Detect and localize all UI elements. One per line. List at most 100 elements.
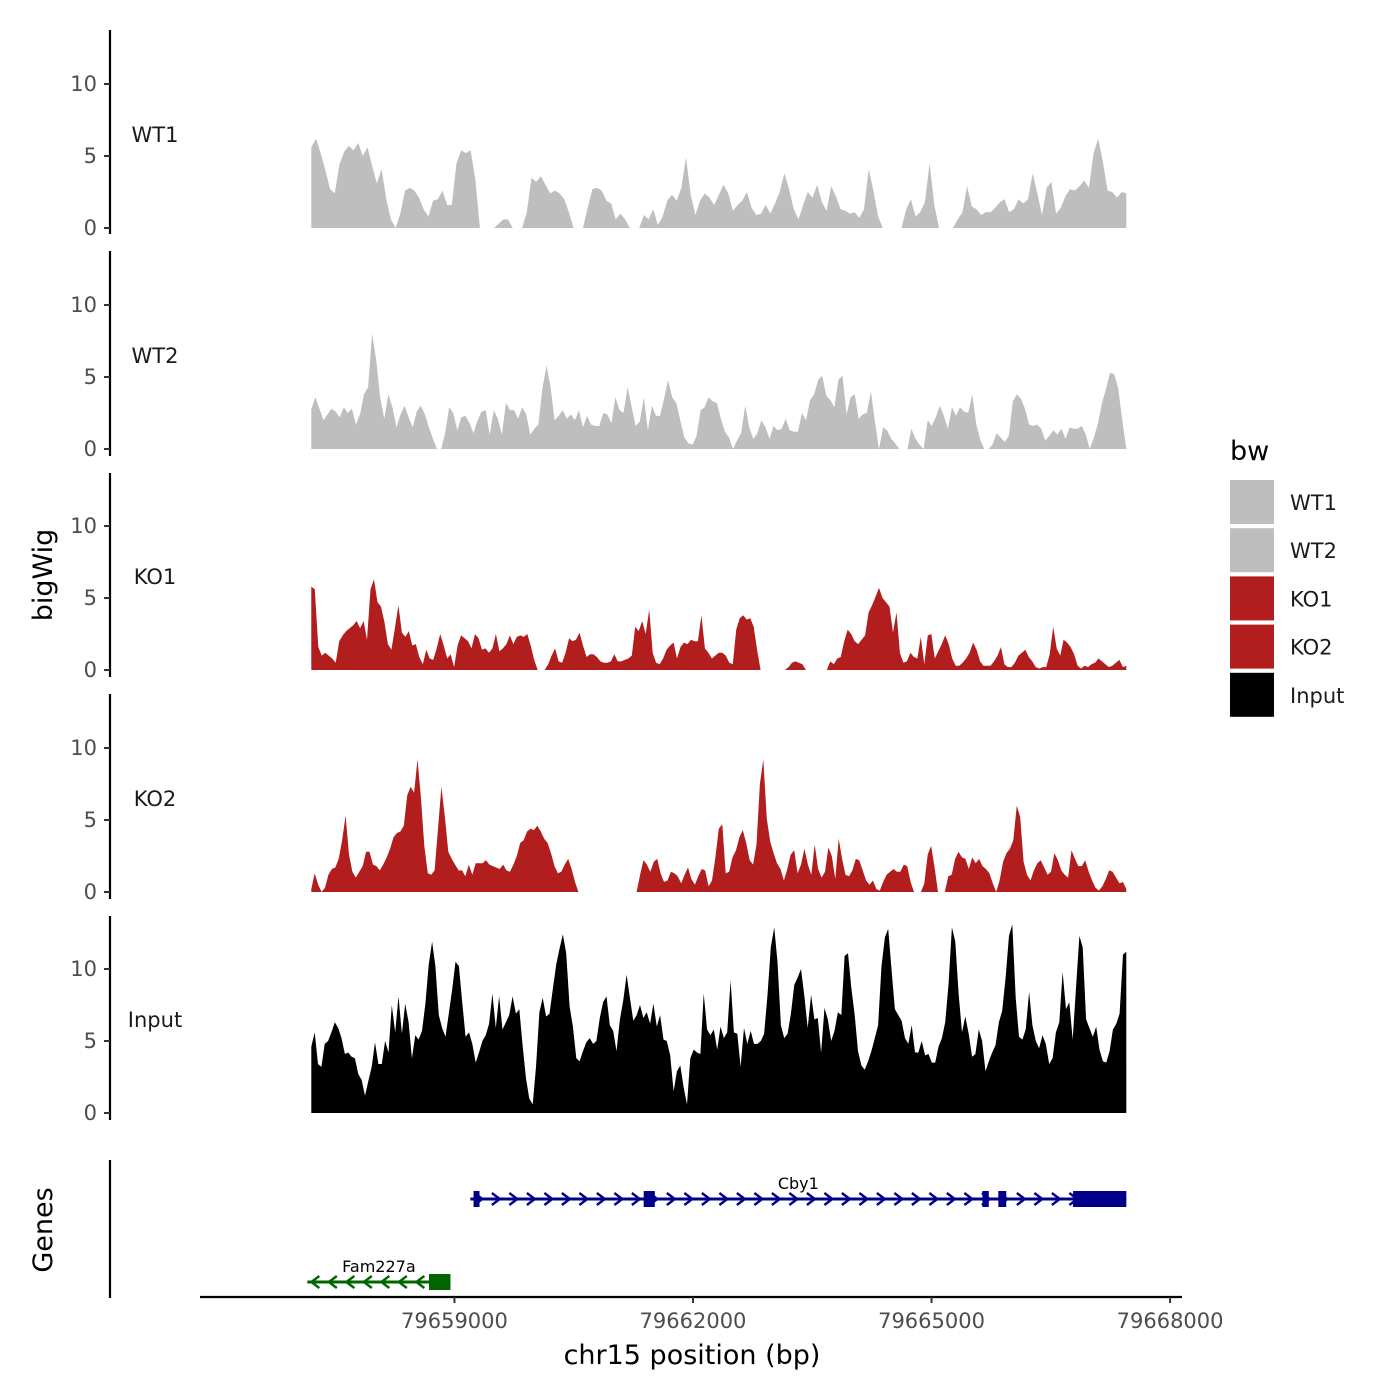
gene-exon [473, 1191, 480, 1207]
signal-area-wt2 [311, 333, 1127, 449]
strand-arrow [613, 1192, 625, 1206]
strand-arrow [1051, 1192, 1062, 1206]
strand-arrow [806, 1192, 817, 1206]
legend-swatch-ko1 [1230, 576, 1274, 621]
signal-area-ko2 [311, 759, 1127, 892]
y-tick-label: 10 [70, 293, 97, 317]
strand-arrow [508, 1192, 520, 1206]
legend-title: bw [1230, 436, 1269, 467]
strand-arrow [526, 1192, 537, 1206]
strand-arrow [326, 1275, 338, 1289]
strand-arrow [701, 1192, 712, 1206]
gene-label: Cby1 [778, 1174, 819, 1193]
legend-label-ko2: KO2 [1290, 636, 1333, 660]
strand-arrow [561, 1192, 572, 1206]
gene-fam227a: Fam227a [307, 1257, 451, 1290]
strand-arrow [361, 1275, 373, 1289]
signal-area-input [311, 924, 1127, 1113]
strand-arrow [963, 1192, 975, 1206]
legend-label-ko1: KO1 [1290, 587, 1333, 611]
strand-arrow [379, 1275, 391, 1289]
strand-arrow [596, 1192, 607, 1206]
legend-swatch-wt1 [1230, 480, 1274, 524]
legend-label-wt2: WT2 [1290, 539, 1337, 563]
y-tick-label: 0 [84, 880, 97, 904]
gene-exon [982, 1191, 989, 1207]
x-tick-label: 79662000 [640, 1309, 747, 1333]
legend-swatch-input [1230, 672, 1274, 717]
track-ko1: 0 5 10 KO1 [70, 473, 1127, 682]
strand-arrow [858, 1192, 870, 1206]
x-tick-label: 79659000 [401, 1309, 508, 1333]
track-wt2: 0 5 10 WT2 [70, 251, 1127, 461]
strand-arrow [543, 1192, 555, 1206]
y-tick-label: 0 [84, 216, 97, 240]
track-label: WT2 [132, 344, 179, 368]
y-tick-label: 0 [84, 1101, 97, 1125]
y-tick-label: 5 [84, 1029, 97, 1053]
strand-arrow [683, 1192, 695, 1206]
x-axis-title: chr15 position (bp) [564, 1340, 821, 1371]
legend-swatch-ko2 [1230, 624, 1274, 669]
strand-arrow [718, 1192, 730, 1206]
gene-exon [1073, 1191, 1127, 1207]
gene-exon [998, 1191, 1007, 1207]
x-tick-label: 79668000 [1117, 1309, 1224, 1333]
strand-arrow [928, 1192, 940, 1206]
track-label: WT1 [132, 123, 179, 147]
strand-arrow [1016, 1192, 1027, 1206]
strand-arrow [753, 1192, 765, 1206]
strand-arrow [876, 1192, 887, 1206]
legend-label-input: Input [1290, 684, 1344, 708]
gene-exon [643, 1191, 655, 1207]
y-tick-label: 0 [84, 437, 97, 461]
y-axis-title-genes: Genes [28, 1187, 59, 1272]
strand-arrow [309, 1275, 321, 1289]
track-wt1: 0 5 10 WT1 [70, 30, 1127, 240]
x-axis: 79659000 79662000 79665000 79668000 [200, 1295, 1224, 1333]
legend: bw WT1 WT2 KO1 KO2 Input [1230, 436, 1344, 717]
strand-arrow [491, 1192, 502, 1206]
signal-area-wt1 [311, 138, 1127, 228]
strand-arrow [771, 1192, 782, 1206]
y-tick-label: 10 [70, 72, 97, 96]
legend-swatch-wt2 [1230, 528, 1274, 573]
strand-arrow [788, 1192, 800, 1206]
track-label: KO1 [134, 565, 177, 589]
strand-arrow [823, 1192, 835, 1206]
strand-arrow [1033, 1192, 1045, 1206]
y-tick-label: 5 [84, 365, 97, 389]
strand-arrow [736, 1192, 747, 1206]
y-tick-label: 5 [84, 586, 97, 610]
y-tick-label: 10 [70, 736, 97, 760]
gene-exon [429, 1274, 451, 1290]
strand-arrow [578, 1192, 590, 1206]
track-input: 0 5 10 Input [70, 916, 1127, 1125]
legend-label-wt1: WT1 [1290, 491, 1337, 515]
track-ko2: 0 5 10 KO2 [70, 694, 1127, 904]
strand-arrow [631, 1192, 642, 1206]
strand-arrow [946, 1192, 957, 1206]
track-label: Input [128, 1008, 182, 1032]
genes-panel: Cby1 Fam227a [108, 1160, 1127, 1298]
strand-arrow [414, 1275, 426, 1289]
strand-arrow [344, 1275, 356, 1289]
y-tick-label: 10 [70, 514, 97, 538]
x-tick-label: 79665000 [878, 1309, 985, 1333]
y-tick-label: 10 [70, 957, 97, 981]
y-axis-title-bigwig: bigWig [28, 529, 59, 622]
gene-cby1: Cby1 [470, 1174, 1127, 1207]
track-label: KO2 [134, 787, 177, 811]
strand-arrow [666, 1192, 677, 1206]
strand-arrow [841, 1192, 852, 1206]
y-tick-label: 5 [84, 808, 97, 832]
signal-area-ko1 [311, 579, 1127, 670]
strand-arrow [893, 1192, 905, 1206]
y-tick-label: 0 [84, 658, 97, 682]
signal-tracks: 0 5 10 WT1 0 5 10 WT2 0 5 10 KO1 0 5 10 KO2 0 5 10 Input [70, 30, 1127, 1125]
y-tick-label: 5 [84, 144, 97, 168]
strand-arrow [396, 1275, 408, 1289]
strand-arrow [911, 1192, 922, 1206]
gene-label: Fam227a [342, 1257, 415, 1276]
